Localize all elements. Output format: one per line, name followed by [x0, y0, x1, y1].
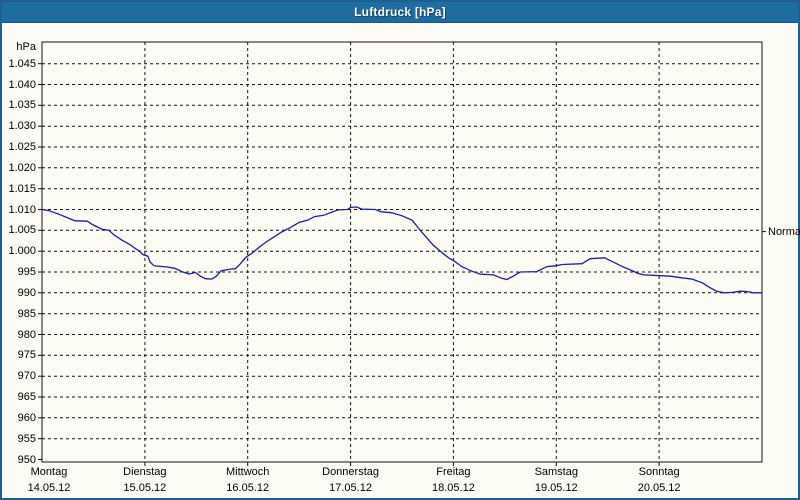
- pressure-chart: [38, 41, 766, 466]
- x-weekday-label: Donnerstag: [322, 466, 379, 478]
- y-tick-label: 1.030: [8, 120, 36, 133]
- y-tick-label: 1.025: [8, 141, 36, 153]
- y-tick-label: 1.000: [8, 245, 36, 258]
- normal-label: Normal: [768, 225, 800, 238]
- x-date-label: 20.05.12: [637, 482, 681, 494]
- y-tick-label: 990: [17, 286, 36, 299]
- y-tick-label: 1.015: [8, 182, 36, 195]
- y-tick-label: 975: [17, 349, 36, 362]
- x-weekday-label: Dienstag: [123, 466, 167, 478]
- y-tick-label: 995: [17, 266, 36, 278]
- x-date-label: 18.05.12: [432, 482, 475, 494]
- titlebar[interactable]: Luftdruck [hPa]: [2, 2, 798, 23]
- x-date-label: 15.05.12: [123, 482, 167, 494]
- x-date-label: 19.05.12: [534, 482, 578, 494]
- y-tick-label: 1.020: [8, 161, 36, 174]
- y-tick-label: 950: [17, 453, 36, 466]
- y-tick-label: 980: [17, 328, 36, 341]
- y-tick-label: 1.035: [8, 99, 36, 112]
- y-tick-label: 965: [17, 391, 36, 403]
- y-tick-label: 955: [17, 432, 36, 445]
- x-weekday-label: Freitag: [436, 466, 471, 478]
- y-tick-label: 970: [17, 370, 36, 383]
- x-weekday-label: Sonntag: [638, 466, 680, 478]
- window-title: Luftdruck [hPa]: [354, 5, 446, 19]
- pressure-line: [41, 206, 762, 294]
- x-date-label: 16.05.12: [226, 482, 270, 494]
- x-weekday-label: Montag: [30, 466, 68, 478]
- x-date-label: 14.05.12: [27, 482, 71, 494]
- y-tick-label: 1.040: [8, 78, 36, 91]
- y-tick-label: 1.010: [8, 203, 36, 216]
- y-tick-label: 1.045: [8, 57, 36, 70]
- y-tick-label: 1.005: [8, 224, 36, 237]
- y-tick-label: 960: [17, 411, 36, 424]
- x-date-label: 17.05.12: [329, 482, 372, 494]
- x-weekday-label: Mittwoch: [226, 466, 270, 478]
- x-weekday-label: Samstag: [534, 466, 578, 478]
- y-axis-unit-label: hPa: [16, 41, 36, 53]
- y-tick-label: 985: [17, 307, 36, 320]
- plot-border: [41, 41, 763, 463]
